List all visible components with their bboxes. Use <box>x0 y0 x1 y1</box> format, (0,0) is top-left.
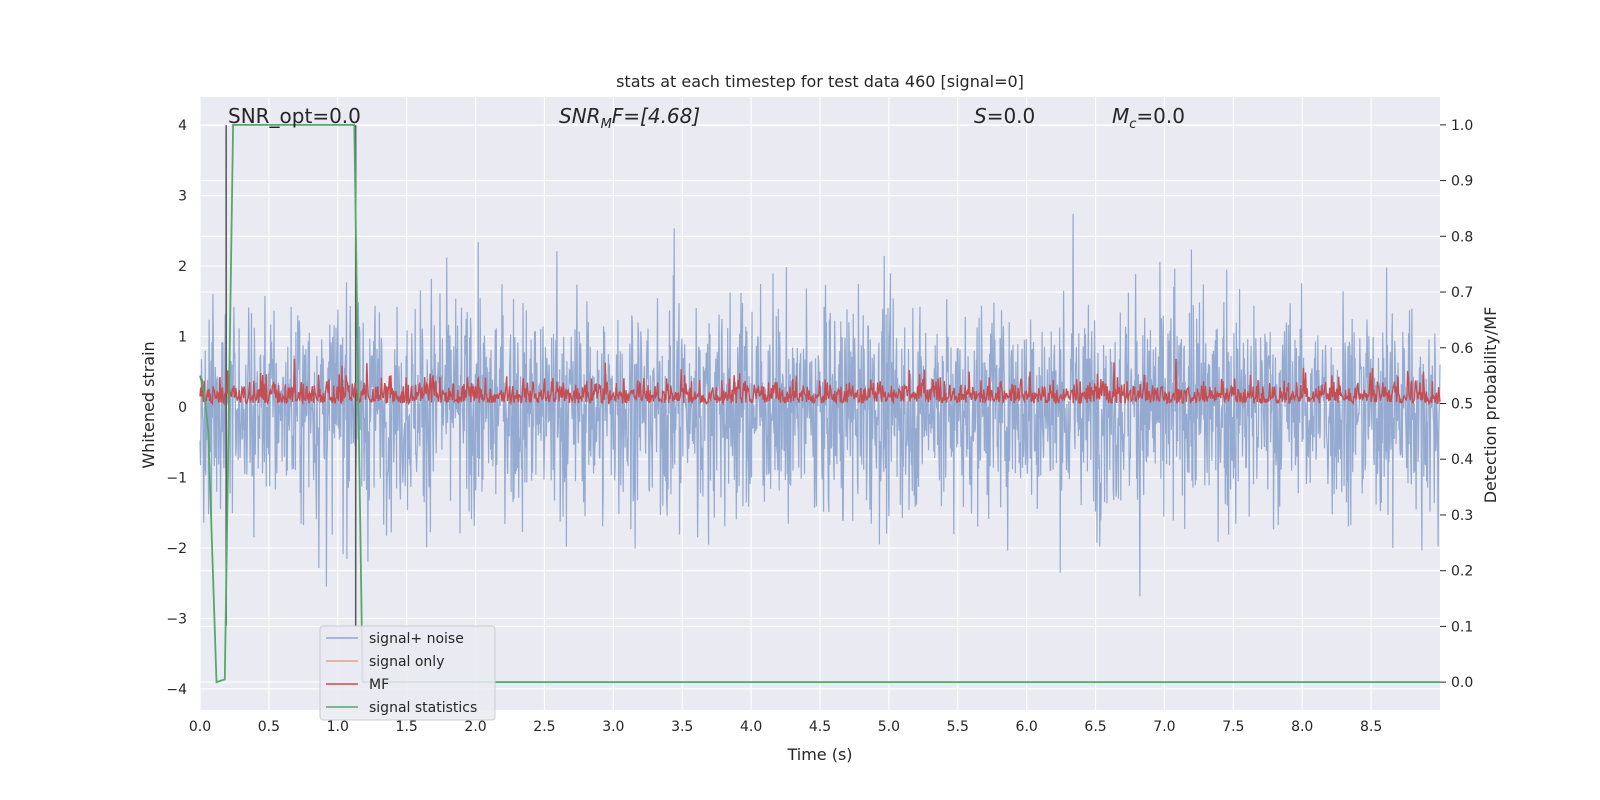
x-tick-label: 8.5 <box>1360 719 1382 735</box>
chart-title: stats at each timestep for test data 460… <box>616 72 1024 91</box>
y-right-tick-label: 0.4 <box>1451 452 1473 468</box>
x-tick-label: 7.5 <box>1222 719 1244 735</box>
x-tick-label: 5.0 <box>878 719 900 735</box>
annotation-snr-opt: SNR_opt=0.0 <box>228 104 361 128</box>
y-left-tick-labels: −4 −3 −2 −1 0 1 2 3 4 <box>166 118 187 698</box>
y-right-tick-label: 0.7 <box>1451 285 1473 301</box>
legend-label-mf: MF <box>369 677 389 693</box>
annotation-snr-mf-main: SNR <box>559 104 601 128</box>
x-tick-label: 6.5 <box>1084 719 1106 735</box>
x-tick-label: 3.5 <box>671 719 693 735</box>
annotation-s: S=0.0 <box>974 104 1035 128</box>
y-right-tick-label: 0.6 <box>1451 341 1473 357</box>
x-tick-label: 0.5 <box>258 719 280 735</box>
annotation-mc: Mc=0.0 <box>1112 104 1185 132</box>
legend-box <box>319 625 496 721</box>
y-right-tick-label: 0.1 <box>1451 619 1473 635</box>
y-left-axis-label: Whitened strain <box>139 341 158 468</box>
annotation-mc-main: M <box>1112 104 1129 128</box>
y-left-tick-label: −1 <box>166 470 187 486</box>
y-right-tick-marks <box>1440 124 1446 683</box>
annotation-mc-rest: =0.0 <box>1136 104 1185 128</box>
annotation-snr-mf-rest: F=[4.68] <box>612 104 700 128</box>
x-tick-label: 4.0 <box>740 719 762 735</box>
y-left-tick-label: −4 <box>166 682 187 698</box>
annotation-mc-sub: c <box>1129 117 1136 132</box>
y-right-tick-label: 0.2 <box>1451 564 1473 580</box>
y-right-tick-label: 0.9 <box>1451 174 1473 190</box>
series-mf <box>199 358 1441 406</box>
annotation-s-rest: =0.0 <box>987 104 1036 128</box>
legend-label-signal-statistics: signal statistics <box>369 700 477 716</box>
x-tick-label: 3.0 <box>602 719 624 735</box>
x-tick-label: 2.0 <box>464 719 486 735</box>
y-right-tick-label: 0.0 <box>1451 675 1473 691</box>
y-left-tick-label: 4 <box>178 118 187 134</box>
x-tick-label: 4.5 <box>809 719 831 735</box>
x-tick-label: 1.5 <box>396 719 418 735</box>
legend: signal+ noise signal only MF signal stat… <box>319 625 496 721</box>
y-left-tick-label: −3 <box>166 611 187 627</box>
y-right-tick-label: 0.8 <box>1451 229 1473 245</box>
y-left-tick-label: 0 <box>178 400 187 416</box>
y-left-tick-label: −2 <box>166 541 187 557</box>
x-tick-label: 5.5 <box>947 719 969 735</box>
y-left-tick-label: 3 <box>178 189 187 205</box>
y-right-tick-label: 0.3 <box>1451 508 1473 524</box>
x-tick-label: 8.0 <box>1291 719 1313 735</box>
y-right-tick-labels: 0.0 0.1 0.2 0.3 0.4 0.5 0.6 0.7 0.8 0.9 1.0 <box>1451 118 1473 691</box>
x-tick-label: 6.0 <box>1016 719 1038 735</box>
legend-label-signal-noise: signal+ noise <box>369 631 464 647</box>
legend-label-signal-only: signal only <box>369 654 444 670</box>
y-right-axis-label: Detection probability/MF <box>1481 307 1500 504</box>
x-axis-label: Time (s) <box>786 745 852 764</box>
annotation-snr-mf: SNRMF=[4.68] <box>559 104 700 132</box>
annotation-s-main: S <box>974 104 987 128</box>
annotation-snr-mf-sub: M <box>601 117 612 132</box>
x-tick-label: 0.0 <box>189 719 211 735</box>
x-tick-labels: 0.0 0.5 1.0 1.5 2.0 2.5 3.0 3.5 4.0 4.5 5.0 5.5 6.0 6… <box>189 719 1382 735</box>
y-left-tick-label: 2 <box>178 259 187 275</box>
y-left-tick-label: 1 <box>178 330 187 346</box>
x-tick-label: 7.0 <box>1153 719 1175 735</box>
y-right-tick-label: 0.5 <box>1451 397 1473 413</box>
y-right-tick-label: 1.0 <box>1451 118 1473 134</box>
x-tick-label: 1.0 <box>327 719 349 735</box>
x-tick-label: 2.5 <box>533 719 555 735</box>
